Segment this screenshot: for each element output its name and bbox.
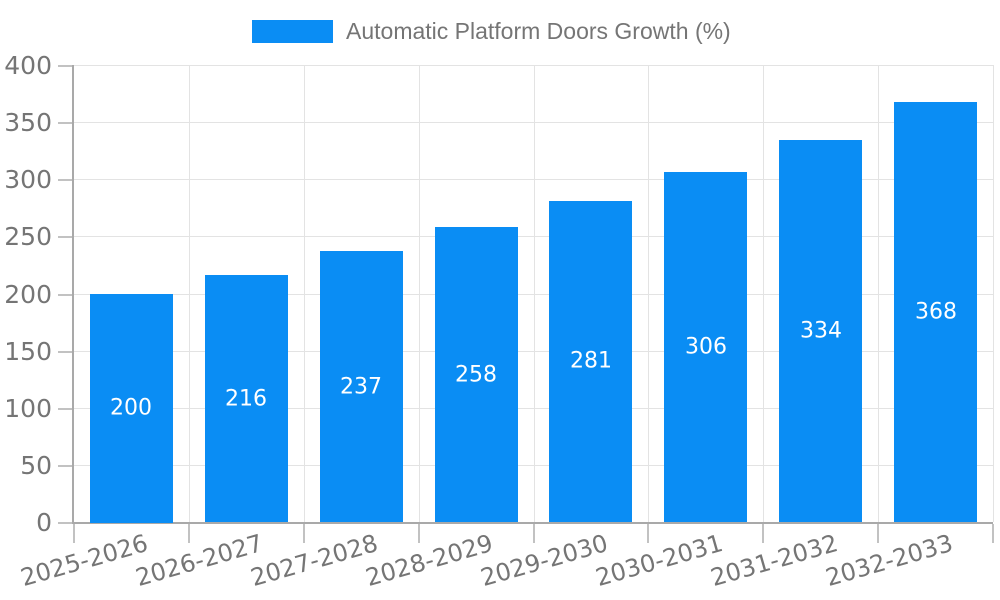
h-gridline — [74, 122, 993, 123]
bar — [549, 201, 632, 522]
legend-swatch — [252, 20, 333, 43]
bar-value-label: 237 — [340, 374, 382, 400]
x-axis-category-label: 2026-2027 — [132, 529, 267, 593]
y-tick — [58, 465, 72, 467]
x-axis-category-label: 2027-2028 — [247, 529, 382, 593]
y-axis-tick-label: 250 — [4, 222, 52, 251]
y-axis-tick-label: 100 — [4, 394, 52, 423]
y-axis-tick-label: 300 — [4, 165, 52, 194]
x-axis-category-label: 2030-2031 — [592, 529, 727, 593]
y-tick — [58, 179, 72, 181]
x-tick — [303, 524, 305, 543]
h-gridline — [74, 408, 993, 409]
legend-label: Automatic Platform Doors Growth (%) — [346, 18, 731, 44]
x-tick — [992, 524, 994, 543]
x-tick — [647, 524, 649, 543]
bar-value-label: 334 — [800, 318, 842, 344]
x-tick — [73, 524, 75, 543]
x-tick — [877, 524, 879, 543]
x-tick — [533, 524, 535, 543]
x-axis-line — [72, 522, 993, 524]
bar — [90, 294, 173, 523]
h-gridline — [74, 351, 993, 352]
y-axis-tick-label: 350 — [4, 108, 52, 137]
x-axis-category-label: 2031-2032 — [707, 529, 842, 593]
y-tick — [58, 122, 72, 124]
h-gridline — [74, 236, 993, 237]
y-axis-tick-label: 0 — [36, 508, 52, 537]
v-gridline — [878, 65, 879, 522]
y-tick — [58, 294, 72, 296]
bar — [779, 140, 862, 522]
y-axis-tick-label: 50 — [20, 451, 52, 480]
v-gridline — [763, 65, 764, 522]
bar-value-label: 258 — [455, 362, 497, 388]
bar-value-label: 200 — [110, 395, 152, 421]
y-tick — [58, 236, 72, 238]
y-axis-tick-label: 200 — [4, 280, 52, 309]
bar-value-label: 281 — [570, 348, 612, 374]
y-tick — [58, 65, 72, 67]
legend: Automatic Platform Doors Growth (%) — [252, 18, 731, 44]
v-gridline — [189, 65, 190, 522]
bar-value-label: 368 — [915, 299, 957, 325]
bar-value-label: 306 — [685, 334, 727, 360]
x-tick — [762, 524, 764, 543]
x-axis-category-label: 2032-2033 — [822, 529, 957, 593]
v-gridline — [648, 65, 649, 522]
h-gridline — [74, 179, 993, 180]
y-axis-tick-label: 150 — [4, 337, 52, 366]
bar — [435, 227, 518, 522]
x-axis-category-label: 2028-2029 — [362, 529, 497, 593]
h-gridline — [74, 65, 993, 66]
v-gridline — [419, 65, 420, 522]
x-tick — [418, 524, 420, 543]
h-gridline — [74, 465, 993, 466]
h-gridline — [74, 294, 993, 295]
bar-value-label: 216 — [225, 386, 267, 412]
y-tick — [58, 408, 72, 410]
v-gridline — [304, 65, 305, 522]
bar — [205, 275, 288, 522]
y-axis-line — [72, 65, 74, 524]
y-tick — [58, 351, 72, 353]
plot-right-border — [993, 65, 994, 522]
x-axis-category-label: 2029-2030 — [477, 529, 612, 593]
x-tick — [188, 524, 190, 543]
bar — [320, 251, 403, 522]
v-gridline — [534, 65, 535, 522]
bar — [894, 102, 977, 522]
y-axis-tick-label: 400 — [4, 51, 52, 80]
y-tick — [58, 522, 72, 524]
bar — [664, 172, 747, 522]
x-axis-category-label: 2025-2026 — [17, 529, 152, 593]
